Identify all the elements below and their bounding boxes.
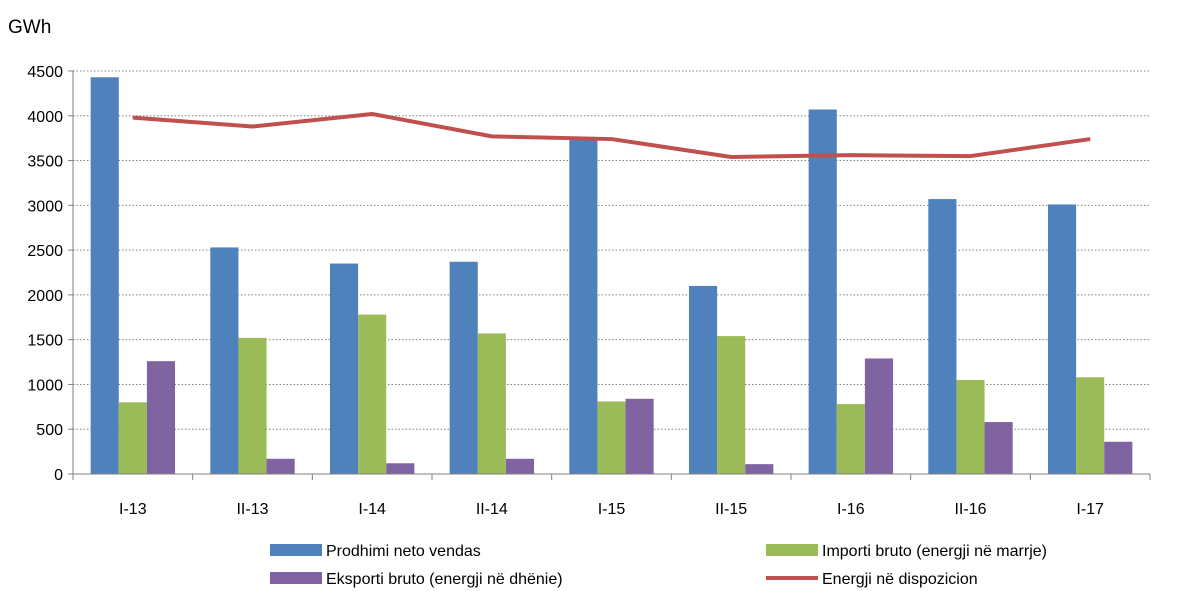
y-tick-label: 4500 bbox=[27, 64, 63, 81]
x-tick-label: II-15 bbox=[715, 501, 747, 518]
line-point bbox=[371, 113, 373, 115]
legend-label: Energji në dispozicion bbox=[822, 571, 978, 588]
bar bbox=[569, 139, 598, 475]
y-unit-label: GWh bbox=[8, 17, 51, 38]
line-point bbox=[252, 126, 253, 128]
bar bbox=[745, 464, 774, 474]
bar bbox=[505, 458, 535, 474]
legend-item: Eksporti bruto (energji në dhënie) bbox=[270, 571, 563, 588]
y-tick-label: 2000 bbox=[27, 288, 63, 305]
x-tick-label: II-14 bbox=[476, 501, 508, 518]
y-tick-label: 1500 bbox=[27, 333, 63, 350]
bar bbox=[1047, 204, 1077, 474]
x-tick-label: I-17 bbox=[1076, 501, 1104, 518]
legend-item: Energji në dispozicion bbox=[766, 571, 978, 588]
line-point bbox=[850, 154, 852, 156]
bar bbox=[717, 336, 746, 474]
legend-item: Importi bruto (energji në marrje) bbox=[766, 543, 1047, 560]
line-point bbox=[132, 117, 134, 119]
legend-swatch bbox=[766, 544, 818, 556]
bar bbox=[210, 247, 239, 474]
x-tick-label: II-13 bbox=[236, 501, 268, 518]
bar bbox=[146, 361, 176, 474]
legend-swatch bbox=[270, 544, 322, 556]
x-tick-label: II-16 bbox=[954, 501, 986, 518]
bar bbox=[1076, 377, 1105, 474]
line-point bbox=[1089, 138, 1091, 140]
bar bbox=[266, 458, 295, 474]
x-tick-label: I-15 bbox=[598, 501, 626, 518]
line-point bbox=[611, 138, 612, 140]
legend-label: Prodhimi neto vendas bbox=[326, 543, 481, 560]
line-point bbox=[730, 156, 732, 158]
y-tick-label: 1000 bbox=[27, 377, 63, 394]
bar bbox=[688, 285, 718, 474]
y-tick-label: 3000 bbox=[27, 198, 63, 215]
line-point bbox=[491, 135, 493, 137]
y-tick-label: 0 bbox=[54, 467, 63, 484]
x-tick-label: I-13 bbox=[119, 501, 147, 518]
bar bbox=[597, 401, 626, 474]
y-tick-label: 3500 bbox=[27, 154, 63, 171]
bar bbox=[956, 379, 985, 474]
bar bbox=[864, 358, 894, 474]
legend-item: Prodhimi neto vendas bbox=[270, 543, 481, 560]
bar bbox=[118, 402, 147, 474]
legend-swatch bbox=[270, 572, 322, 584]
bar bbox=[477, 333, 506, 474]
bar bbox=[836, 404, 865, 474]
y-tick-label: 4000 bbox=[27, 109, 63, 126]
bar bbox=[90, 77, 119, 474]
bar bbox=[984, 422, 1013, 474]
bar bbox=[386, 463, 415, 474]
bar bbox=[238, 337, 267, 474]
bar bbox=[808, 109, 837, 475]
y-tick-label: 2500 bbox=[27, 243, 63, 260]
series-line bbox=[132, 111, 1091, 159]
x-tick-label: I-16 bbox=[837, 501, 865, 518]
legend-label: Eksporti bruto (energji në dhënie) bbox=[326, 571, 563, 588]
bar bbox=[625, 398, 654, 474]
bar bbox=[358, 314, 387, 474]
x-tick-label: I-14 bbox=[358, 501, 386, 518]
y-tick-label: 500 bbox=[36, 422, 63, 439]
bar bbox=[928, 199, 957, 474]
bar bbox=[329, 263, 359, 474]
bar bbox=[1104, 441, 1133, 474]
bar bbox=[449, 261, 478, 474]
legend-label: Importi bruto (energji në marrje) bbox=[822, 543, 1047, 560]
line-point bbox=[970, 155, 971, 157]
